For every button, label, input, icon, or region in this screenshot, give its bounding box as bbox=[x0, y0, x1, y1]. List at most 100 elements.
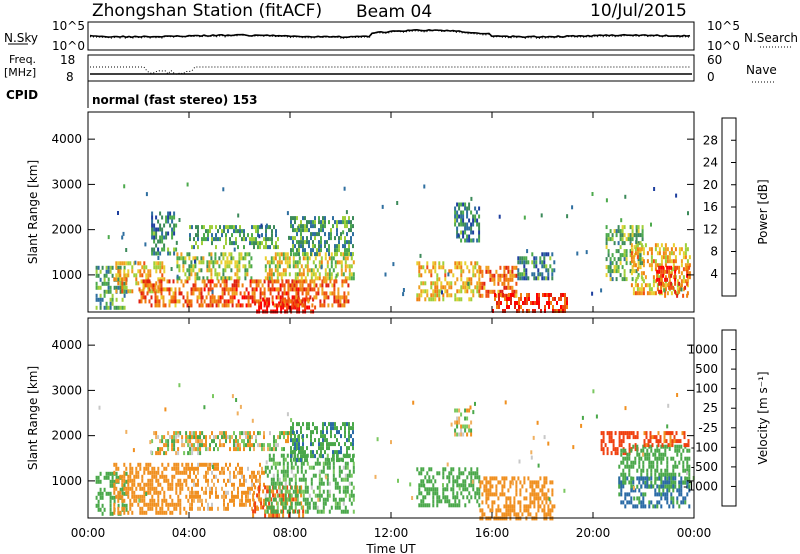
velocity-cell-r6 bbox=[268, 485, 271, 490]
velocity-cell-r12 bbox=[660, 456, 663, 461]
power-cell-r14 bbox=[548, 301, 550, 305]
velocity-cell-r10 bbox=[543, 504, 546, 509]
power-cell-r17 bbox=[636, 275, 639, 280]
velocity-sparse-cell bbox=[239, 404, 242, 409]
power-cell-r11 bbox=[432, 297, 435, 302]
velocity-cell-r10 bbox=[481, 512, 484, 517]
velocity-cell-r1 bbox=[113, 490, 116, 495]
velocity-cell-r7 bbox=[346, 450, 348, 455]
velocity-cell-r1 bbox=[175, 490, 178, 495]
power-cell-r13 bbox=[481, 281, 484, 286]
velocity-cell-r1 bbox=[129, 486, 132, 491]
velocity-cell-r12 bbox=[642, 460, 645, 465]
velocity-cell-r6 bbox=[320, 477, 323, 482]
velocity-cell-r12 bbox=[638, 460, 641, 465]
velocity-cell-r10 bbox=[545, 500, 548, 505]
power-cell-r16 bbox=[613, 265, 616, 270]
power-cell-r15 bbox=[537, 272, 540, 277]
power-cell-r9 bbox=[291, 283, 294, 288]
power-cell-r6 bbox=[283, 291, 286, 296]
velocity-cell-r4 bbox=[263, 435, 265, 440]
power-cell-r5 bbox=[225, 233, 227, 238]
velocity-cell-r12 bbox=[674, 444, 677, 449]
velocity-cell-r6 bbox=[314, 473, 317, 478]
velocity-cell-r1 bbox=[163, 466, 166, 471]
velocity-cell-r12 bbox=[656, 468, 659, 473]
velocity-cell-r1 bbox=[177, 470, 180, 475]
velocity-cell-r1 bbox=[153, 466, 156, 471]
power-cell-r3 bbox=[159, 235, 162, 240]
power-cell-r8 bbox=[302, 268, 305, 273]
power-cell-r9 bbox=[323, 295, 326, 300]
power-cell-r6 bbox=[241, 283, 244, 288]
velocity-cell-r1 bbox=[167, 462, 170, 467]
velocity-cell-r3 bbox=[197, 478, 199, 483]
velocity-sparse-cell bbox=[530, 455, 533, 460]
velocity-cell-r0 bbox=[95, 503, 98, 508]
power-cell-r3 bbox=[153, 231, 156, 236]
velocity-cell-r7 bbox=[324, 422, 326, 427]
velocity-cell-r8 bbox=[456, 483, 459, 488]
power-cell-r18 bbox=[686, 265, 689, 270]
velocity-cell-r8 bbox=[434, 487, 437, 492]
velocity-cell-r6 bbox=[266, 509, 269, 514]
velocity-cell-r14 bbox=[630, 488, 633, 493]
power-cell-r3 bbox=[173, 211, 176, 216]
power-cell-r8 bbox=[264, 264, 267, 269]
velocity-cell-r1 bbox=[121, 498, 124, 503]
velocity-cell-r3 bbox=[245, 478, 247, 483]
power-cell-r5 bbox=[241, 229, 243, 234]
power-cell-r13 bbox=[515, 273, 518, 278]
power-cell-r1 bbox=[117, 261, 120, 266]
velocity-cell-r1 bbox=[161, 498, 164, 503]
power-cell-r16 bbox=[611, 277, 614, 282]
power-cell-r0 bbox=[125, 289, 128, 294]
velocity-cell-r1 bbox=[171, 478, 174, 483]
power-cell-r10 bbox=[304, 228, 306, 233]
power-cell-r4 bbox=[230, 252, 233, 257]
power-cell-r17 bbox=[636, 291, 639, 296]
power-cell-r2 bbox=[158, 299, 161, 304]
velocity-cell-r7 bbox=[302, 450, 304, 455]
velocity-cell-r3 bbox=[201, 502, 203, 507]
velocity-cell-r6 bbox=[292, 457, 295, 462]
power-cell-r15 bbox=[523, 260, 526, 265]
velocity-cell-r13 bbox=[651, 435, 654, 440]
velocity-sparse-cell bbox=[548, 497, 551, 502]
power-cell-r9 bbox=[287, 291, 290, 296]
velocity-cell-r3 bbox=[237, 462, 239, 467]
velocity-cell-r0 bbox=[109, 511, 112, 516]
velocity-cell-r6 bbox=[326, 465, 329, 470]
velocity-cell-r7 bbox=[342, 458, 344, 463]
power-cell-r16 bbox=[621, 253, 624, 258]
velocity-cell-r6 bbox=[312, 473, 315, 478]
power-cell-r6 bbox=[267, 279, 270, 284]
power-cell-r4 bbox=[182, 260, 185, 265]
velocity-sparse-cell bbox=[512, 481, 514, 486]
power-cell-r5 bbox=[191, 225, 193, 230]
velocity-cell-r3 bbox=[243, 482, 245, 487]
power-cell-r11 bbox=[478, 269, 481, 274]
power-cell-r8 bbox=[344, 256, 347, 261]
power-cell-r16 bbox=[639, 265, 642, 270]
velocity-cell-r6 bbox=[318, 489, 321, 494]
power-cell-r11 bbox=[430, 297, 433, 302]
velocity-cell-r1 bbox=[145, 462, 148, 467]
power-cell-r10 bbox=[306, 252, 308, 257]
velocity-cell-r11 bbox=[602, 439, 605, 444]
velocity-cell-r1 bbox=[161, 486, 164, 491]
power-cell-r13 bbox=[497, 281, 500, 286]
velocity-cell-r6 bbox=[272, 481, 275, 486]
power-cell-r7 bbox=[308, 305, 311, 310]
velocity-cell-r6 bbox=[290, 469, 293, 474]
velocity-cell-r5 bbox=[272, 489, 275, 494]
power-cell-r11 bbox=[456, 289, 459, 294]
power-cell-r18 bbox=[674, 281, 677, 286]
power-cell-r15 bbox=[527, 260, 530, 265]
power-cell-r9 bbox=[295, 299, 298, 304]
velocity-cell-r8 bbox=[474, 495, 477, 500]
power-cell-r8 bbox=[294, 260, 297, 265]
velocity-cell-r8 bbox=[470, 471, 473, 476]
power-cell-r11 bbox=[418, 285, 421, 290]
power-cell-r5 bbox=[197, 245, 199, 250]
